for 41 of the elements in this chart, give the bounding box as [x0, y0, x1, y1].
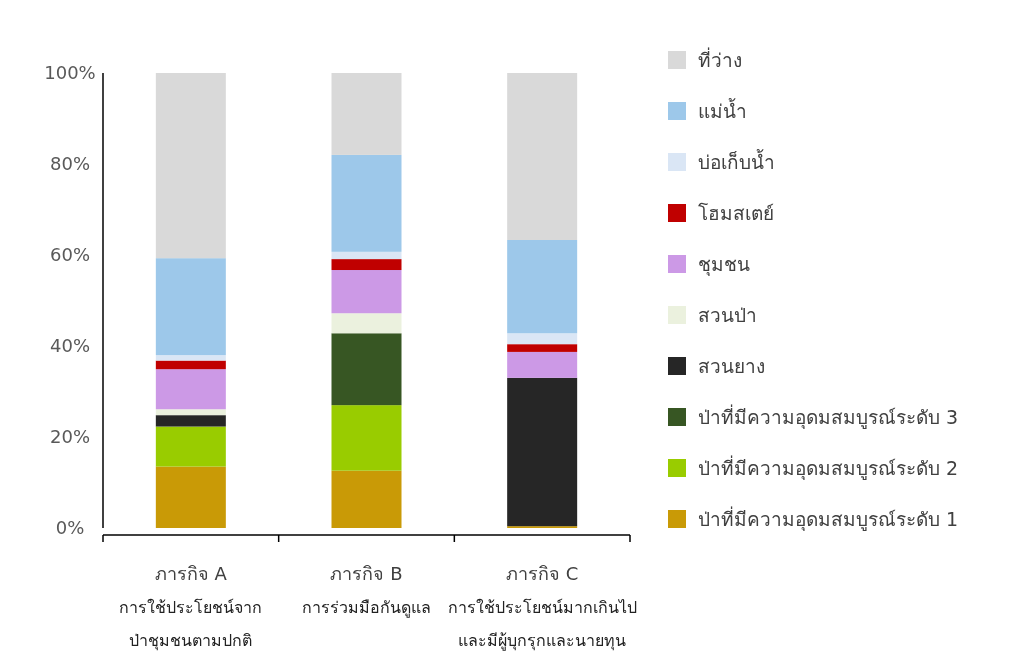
legend-label: ชุมชน [698, 253, 750, 277]
bar [331, 313, 402, 334]
legend-label: ป่าที่มีความอุดมสมบูรณ์ระดับ 3 [698, 404, 959, 430]
bar [507, 333, 578, 345]
bar [155, 409, 226, 416]
legend-label: สวนป่า [698, 304, 757, 326]
bar [331, 259, 402, 271]
bar [507, 377, 578, 527]
legend-label: ป่าที่มีความอุดมสมบูรณ์ระดับ 1 [698, 506, 959, 532]
bar [155, 426, 226, 467]
bar [331, 73, 402, 155]
y-tick-label: 0% [55, 517, 85, 538]
x-tick-label: ภารกิจ C การใช้ประโยชน์มากเกินไป และมีผู้บุกรุกและนายทุน [447, 563, 637, 651]
legend-label: ป่าที่มีความอุดมสมบูรณ์ระดับ 2 [698, 455, 959, 481]
bar [155, 466, 226, 528]
y-tick-label: 80% [49, 153, 91, 174]
bar [331, 251, 402, 260]
bar [155, 258, 226, 356]
x-tick-label: ภารกิจ A การใช้ประโยชน์จาก ป่าชุมชนตามปกติ [119, 563, 263, 651]
bar [155, 415, 226, 427]
legend-label: โฮมสเตย์ [698, 202, 774, 224]
bar [507, 73, 578, 240]
y-tick-label: 20% [49, 426, 91, 447]
y-tick-label: 40% [49, 335, 91, 356]
legend-label: ที่ว่าง [698, 47, 742, 71]
bar [155, 360, 226, 370]
legend-label: แม่น้ำ [698, 98, 747, 122]
bar [155, 355, 226, 361]
bar [331, 470, 402, 528]
bar [507, 344, 578, 352]
x-tick-label: ภารกิจ B การร่วมมือกันดูแล [302, 563, 431, 618]
legend-label: สวนยาง [698, 355, 765, 377]
y-tick-label: 60% [49, 244, 91, 265]
bar [331, 154, 402, 252]
y-tick-label: 100% [44, 62, 96, 83]
bar [331, 270, 402, 314]
bar [507, 239, 578, 334]
bar [155, 73, 226, 259]
bar [507, 351, 578, 378]
bar [155, 369, 226, 410]
legend-label: บ่อเก็บน้ำ [698, 149, 775, 173]
